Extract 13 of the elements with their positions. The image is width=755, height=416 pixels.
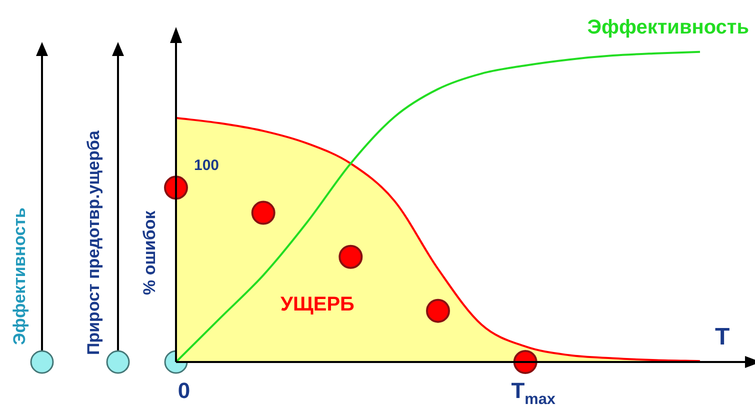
series-label: Эффективность [587,16,750,38]
x-tick-label: 0 [178,378,190,404]
point [164,176,188,200]
annotation: УЩЕРБ [280,293,354,316]
point [426,298,450,323]
text: Эффективность [10,208,30,345]
text: Прирост предотвр.ущерба [84,130,104,355]
annotation: 100 [194,156,220,174]
y-axis-title: % ошибок [140,210,160,295]
point [338,244,363,269]
point [513,350,538,374]
point [251,200,276,225]
x-axis-title: T [715,324,730,351]
